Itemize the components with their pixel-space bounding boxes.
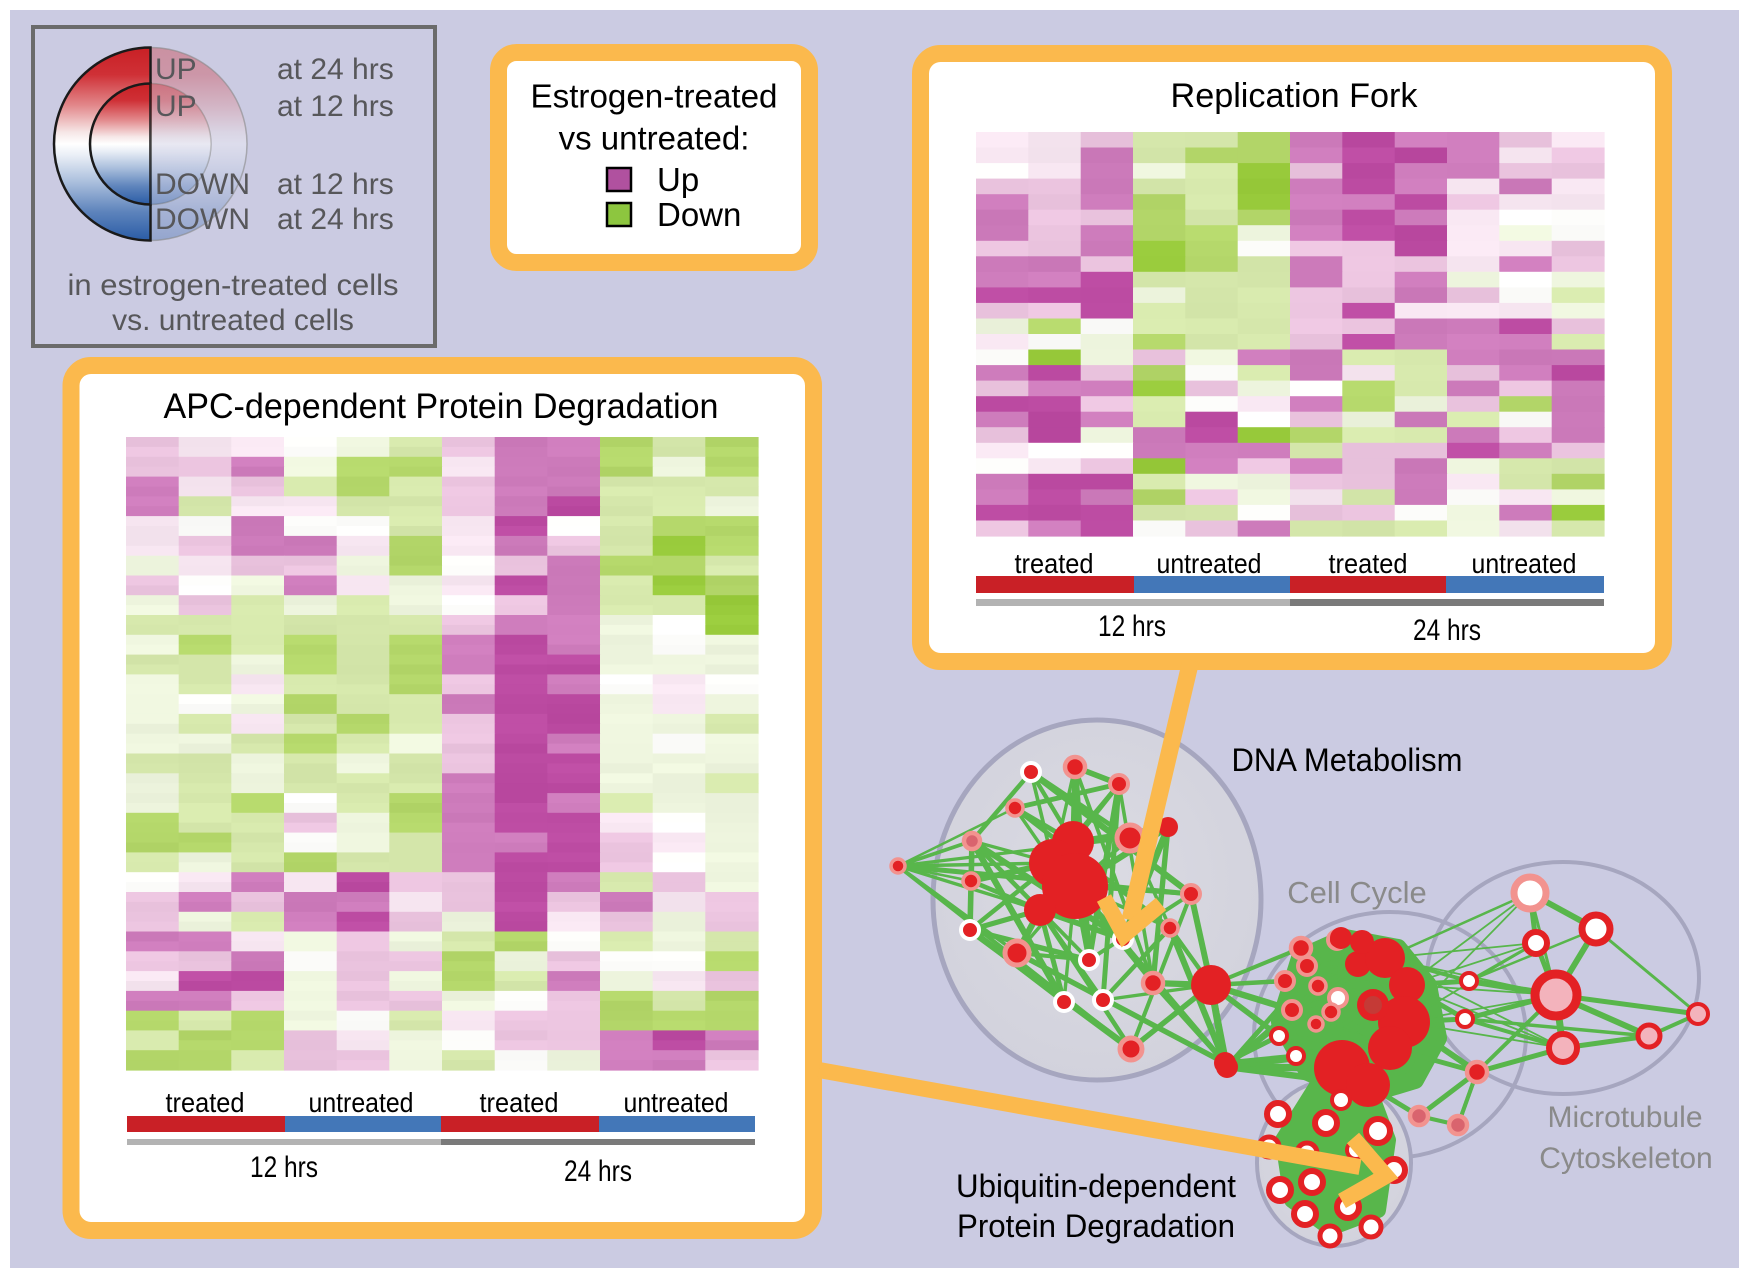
svg-text:DNA Metabolism: DNA Metabolism	[1232, 742, 1463, 778]
svg-text:treated: treated	[1015, 548, 1094, 579]
svg-text:Replication Fork: Replication Fork	[1171, 77, 1419, 115]
svg-text:untreated: untreated	[624, 1087, 729, 1118]
svg-text:in estrogen-treated cells: in estrogen-treated cells	[68, 269, 399, 302]
svg-text:Up: Up	[657, 161, 699, 198]
svg-text:Cytoskeleton: Cytoskeleton	[1539, 1142, 1712, 1175]
svg-text:vs. untreated cells: vs. untreated cells	[112, 304, 354, 337]
svg-text:treated: treated	[166, 1087, 245, 1118]
svg-text:Estrogen-treated: Estrogen-treated	[531, 78, 778, 115]
svg-text:24 hrs: 24 hrs	[1413, 614, 1481, 647]
svg-text:untreated: untreated	[1157, 548, 1262, 579]
svg-text:at 24 hrs: at 24 hrs	[277, 203, 394, 236]
svg-text:at 12 hrs: at 12 hrs	[277, 90, 394, 123]
svg-text:untreated: untreated	[309, 1087, 414, 1118]
svg-text:treated: treated	[1329, 548, 1408, 579]
svg-text:at 12 hrs: at 12 hrs	[277, 168, 394, 201]
svg-text:at 24 hrs: at 24 hrs	[277, 53, 394, 86]
svg-text:Down: Down	[657, 196, 741, 233]
svg-text:treated: treated	[480, 1087, 559, 1118]
svg-text:Microtubule: Microtubule	[1547, 1101, 1702, 1134]
svg-text:DOWN: DOWN	[155, 168, 250, 201]
svg-text:APC-dependent Protein Degradat: APC-dependent Protein Degradation	[164, 387, 719, 426]
svg-text:UP: UP	[155, 53, 197, 86]
svg-text:UP: UP	[155, 90, 197, 123]
svg-text:untreated: untreated	[1472, 548, 1577, 579]
svg-text:DOWN: DOWN	[155, 203, 250, 236]
svg-text:Cell Cycle: Cell Cycle	[1287, 875, 1427, 910]
svg-text:12 hrs: 12 hrs	[1098, 610, 1166, 643]
svg-text:24 hrs: 24 hrs	[564, 1155, 632, 1188]
svg-text:12 hrs: 12 hrs	[250, 1151, 318, 1184]
svg-text:vs untreated:: vs untreated:	[559, 120, 750, 157]
svg-text:Ubiquitin-dependent: Ubiquitin-dependent	[956, 1168, 1236, 1204]
svg-text:Protein Degradation: Protein Degradation	[957, 1208, 1235, 1244]
